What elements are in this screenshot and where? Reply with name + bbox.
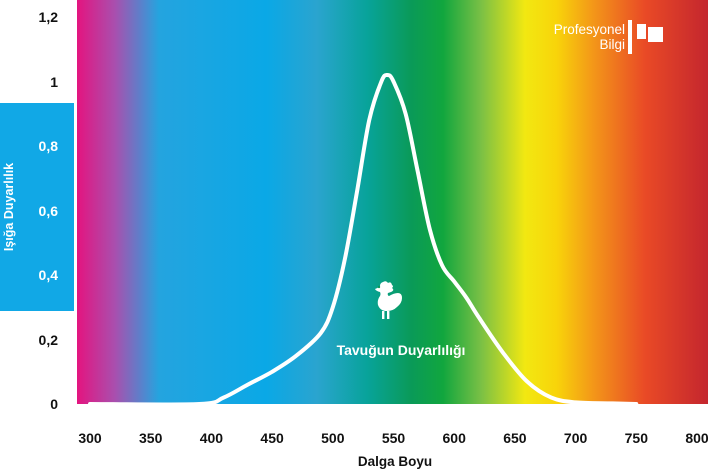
y-axis-label: Işığa Duyarlılık [2,162,16,252]
y-tick-label: 0,4 [38,267,58,283]
x-tick-label: 750 [624,430,648,446]
y-tick-label: 0,6 [38,202,58,219]
x-tick-label: 600 [442,430,466,446]
y-tick-label: 0,2 [38,331,58,348]
rooster-icon [375,281,402,319]
x-tick-label: 400 [199,430,224,446]
brand-text: Profesyonel Bilgi [535,22,625,52]
y-tick-label: 1,2 [38,9,58,25]
x-tick-label: 700 [563,430,588,446]
x-tick-label: 450 [260,430,284,446]
x-tick-label: 350 [139,430,163,446]
series-line-chicken-sensitivity [88,72,639,407]
x-axis-label: Dalga Boyu [357,454,433,469]
y-tick-label: 0 [50,396,58,412]
y-tick-label: 1 [50,73,58,90]
series-annotation-label: Tavuğun Duyarlılığı [336,342,466,358]
x-tick-label: 650 [503,430,527,446]
brand-line-1: Profesyonel [553,22,625,37]
x-tick-label: 800 [685,430,708,446]
brand-line-2: Bilgi [599,37,625,52]
y-axis-label-box [0,103,74,311]
x-tick-label: 550 [381,430,406,446]
x-tick-label: 500 [321,430,345,446]
flag-icon [628,20,663,54]
spectrum-background [77,0,708,404]
x-tick-label: 300 [78,430,102,446]
y-tick-label: 0,8 [38,138,58,154]
